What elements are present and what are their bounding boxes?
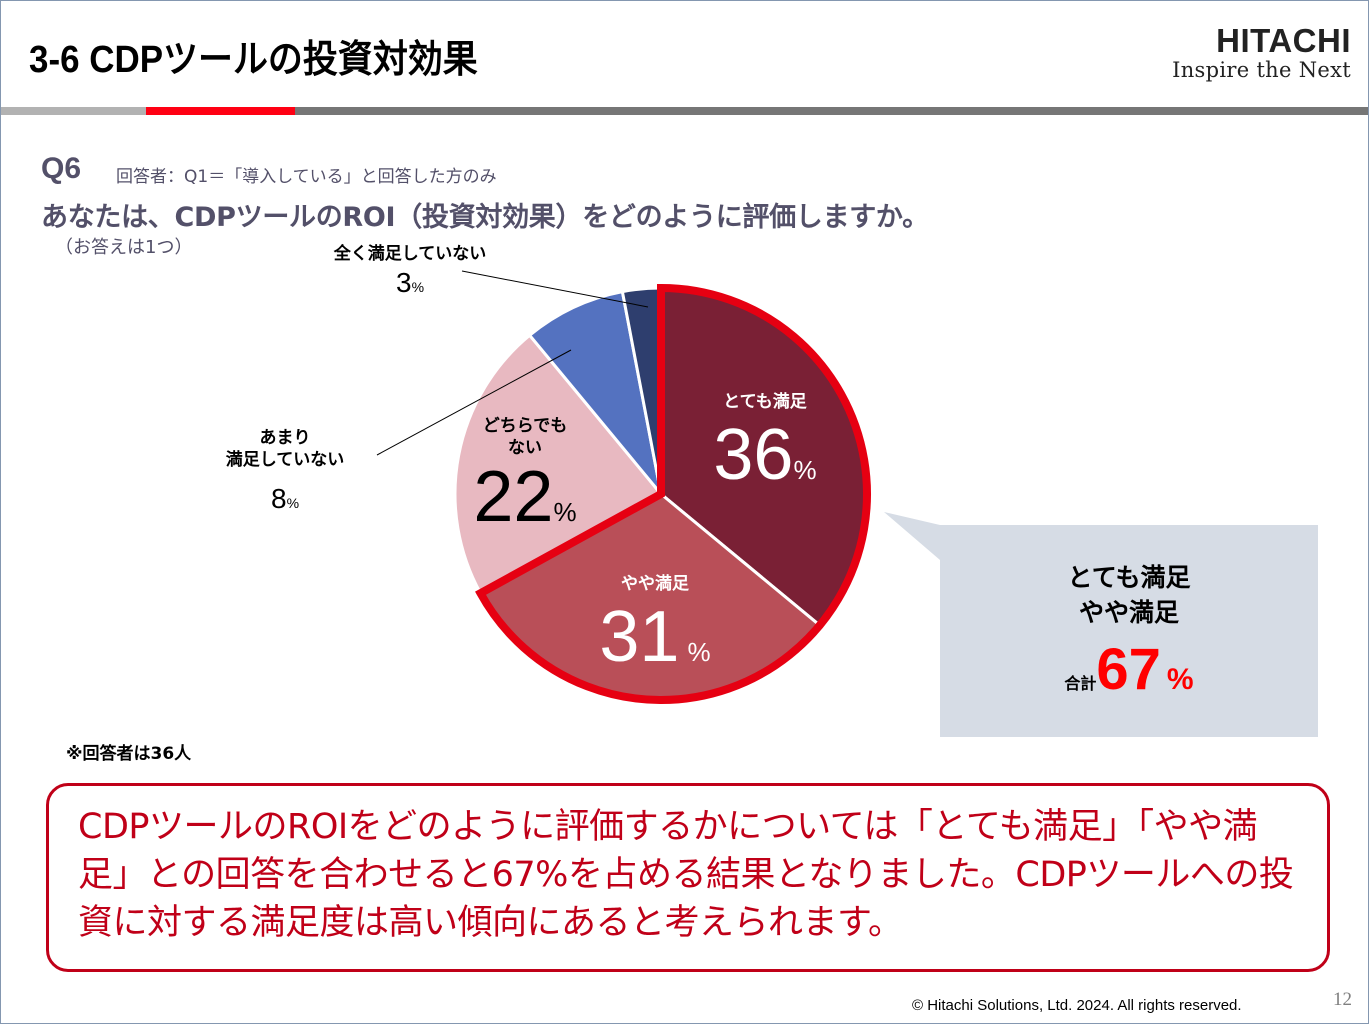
total-value: 67: [1096, 637, 1161, 702]
slice-name-line1: あまり: [259, 428, 311, 448]
slice-value: 8: [270, 483, 287, 514]
slice-percent-sign: %: [793, 455, 817, 485]
respondents-note: ※回答者は36人: [66, 744, 192, 764]
slice-value: 3: [395, 267, 412, 298]
callout-total: 合計67%: [940, 640, 1318, 700]
leader-line-very-dissatisfied: [461, 270, 649, 308]
slice-label-neutral: どちらでも ない 22%: [455, 415, 595, 533]
callout-text: とても満足 やや満足: [940, 560, 1318, 630]
slice-percent-sign: %: [411, 279, 425, 295]
total-percent-sign: %: [1166, 663, 1194, 696]
slice-name: やや満足: [621, 574, 689, 594]
answer-note: （お答えは1つ）: [55, 237, 193, 258]
summary-text: CDPツールのROIをどのように評価するかについては「とても満足」「やや満足」と…: [78, 807, 1294, 943]
slice-value: 36: [713, 415, 794, 495]
slice-label-very-satisfied: とても満足 36%: [700, 391, 830, 491]
slice-label-somewhat-satisfied: やや満足 31%: [585, 573, 725, 673]
pie-slices: [453, 286, 869, 702]
slice-name-line2: ない: [508, 438, 542, 458]
header-bar-dark: [295, 107, 1368, 115]
slice-value: 31: [599, 597, 680, 677]
slice-label-very-dissatisfied: 全く満足していない 3%: [315, 243, 505, 299]
callout-box: [940, 525, 1318, 737]
callout-line1: とても満足: [1067, 563, 1191, 592]
question-text: あなたは、CDPツールのROI（投資対効果）をどのように評価しますか。: [41, 202, 929, 233]
highlight-outline: [475, 283, 871, 704]
callout-line2: やや満足: [1078, 598, 1179, 627]
header-bar-light: [1, 107, 146, 115]
callout-tail: [884, 512, 940, 560]
total-label: 合計: [1064, 674, 1097, 693]
logo-tagline: Inspire the Next: [1172, 58, 1351, 82]
slice-name-line2: 満足していない: [225, 450, 345, 470]
slice-name: 全く満足していない: [333, 244, 487, 264]
slice-label-dissatisfied: あまり 満足していない 8%: [205, 427, 365, 515]
slice-percent-sign: %: [687, 637, 711, 667]
page-number: 12: [1333, 989, 1352, 1010]
slice-percent-sign: %: [286, 495, 300, 511]
copyright: © Hitachi Solutions, Ltd. 2024. All righ…: [912, 997, 1242, 1014]
summary-box: [46, 783, 1330, 972]
leader-line-dissatisfied: [376, 349, 572, 456]
question-number: Q6: [41, 152, 82, 185]
header-bar-accent: [146, 107, 295, 115]
slice-name: とても満足: [723, 392, 807, 412]
pie-slice-3: [453, 333, 664, 596]
hitachi-logo: HITACHI Inspire the Next: [1172, 22, 1351, 83]
logo-wordmark: HITACHI: [1216, 22, 1351, 59]
respondents-condition: 回答者：Q1＝「導入している」と回答した方のみ: [116, 167, 497, 187]
pie-slice-4: [527, 289, 663, 495]
slide-title: 3-6 CDPツールの投資対効果: [29, 39, 478, 81]
slice-value: 22: [473, 457, 554, 537]
slice-name-line1: どちらでも: [482, 416, 568, 436]
slice-percent-sign: %: [553, 497, 577, 527]
